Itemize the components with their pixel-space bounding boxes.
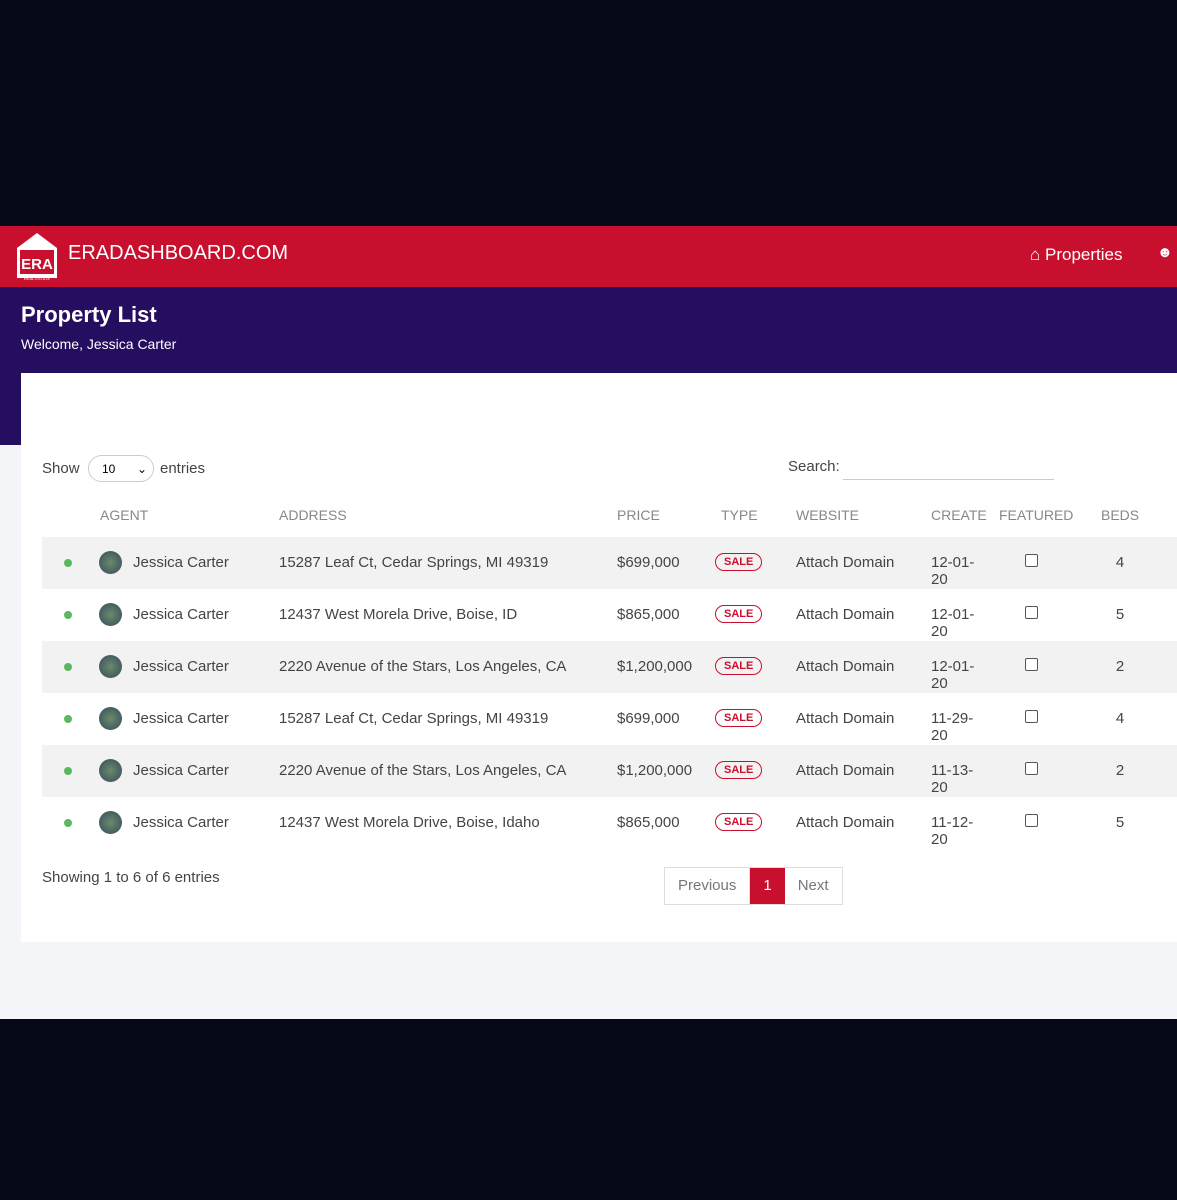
address-link[interactable]: 12437 West Morela Drive, Boise, ID	[279, 606, 518, 623]
row	[42, 745, 1177, 797]
agent-link[interactable]: Jessica Carter	[133, 554, 229, 571]
nav-text[interactable]: Properties	[1045, 245, 1123, 264]
table-info: Showing 1 to 6 of 6 entries	[42, 869, 220, 886]
type-badge: SALE	[715, 657, 763, 675]
nav-link[interactable]: ⌂ Properties	[1030, 245, 1123, 264]
beds: 4	[1115, 554, 1125, 571]
pagination: Previous 1 Next	[664, 867, 843, 905]
type-badge: SALE	[715, 709, 763, 727]
address-link[interactable]: 2220 Avenue of the Stars, Los Angeles, C…	[279, 658, 567, 675]
address-link[interactable]: 15287 Leaf Ct, Cedar Springs, MI 49319	[279, 554, 549, 571]
created: 12-01-20	[931, 554, 975, 588]
avatar	[99, 759, 122, 782]
status-dot	[64, 559, 72, 567]
page-button[interactable]: Previous	[665, 868, 751, 904]
status-dot	[64, 715, 72, 723]
beds: 5	[1115, 814, 1125, 831]
search-input[interactable]	[843, 479, 1054, 480]
created: 12-01-20	[931, 606, 975, 640]
page-title: Property List	[21, 302, 157, 327]
user-icon[interactable]: ☻	[1157, 244, 1173, 261]
price: $699,000	[617, 554, 680, 571]
beds: 2	[1115, 762, 1125, 779]
website-link[interactable]: Attach Domain	[796, 554, 895, 571]
website-link[interactable]: Attach Domain	[796, 658, 895, 675]
welcome: Welcome, Jessica Carter	[21, 336, 177, 352]
beds: 5	[1115, 606, 1125, 623]
column-header[interactable]: PRICE	[617, 507, 660, 523]
featured-checkbox[interactable]	[1025, 658, 1038, 671]
column-header[interactable]: BEDS	[1101, 507, 1140, 523]
beds: 2	[1115, 658, 1125, 675]
address-link[interactable]: 2220 Avenue of the Stars, Los Angeles, C…	[279, 762, 567, 779]
avatar	[99, 811, 122, 834]
created: 11-12-20	[931, 814, 974, 848]
page-button[interactable]: Next	[784, 868, 842, 904]
entries-label: entries	[160, 460, 206, 477]
website-link[interactable]: Attach Domain	[796, 606, 895, 623]
column-header[interactable]: TYPE	[721, 507, 758, 523]
status-dot	[64, 767, 72, 775]
featured-checkbox[interactable]	[1025, 710, 1038, 723]
page-button[interactable]: 1	[750, 868, 785, 904]
price: $1,200,000	[617, 658, 693, 675]
agent-link[interactable]: Jessica Carter	[133, 606, 229, 623]
row	[42, 537, 1177, 589]
type-badge: SALE	[715, 813, 763, 831]
logo: ERA REAL ESTATE	[17, 233, 57, 281]
price: $1,200,000	[617, 762, 693, 779]
type-badge: SALE	[715, 761, 763, 779]
column-header[interactable]: ADDRESS	[279, 507, 347, 523]
logo-text: ERA	[21, 256, 53, 273]
show-label: Show	[42, 460, 80, 477]
row	[42, 693, 1177, 745]
agent-link[interactable]: Jessica Carter	[133, 762, 229, 779]
status-dot	[64, 611, 72, 619]
logo-sub: REAL ESTATE	[24, 276, 51, 281]
price: $699,000	[617, 710, 680, 727]
avatar	[99, 603, 122, 626]
website-link[interactable]: Attach Domain	[796, 814, 895, 831]
beds: 4	[1115, 710, 1125, 727]
agent-link[interactable]: Jessica Carter	[133, 710, 229, 727]
status-dot	[64, 819, 72, 827]
page-size-select[interactable]: 10 ⌄	[88, 455, 154, 482]
column-header[interactable]: WEBSITE	[796, 507, 860, 523]
featured-checkbox[interactable]	[1025, 606, 1038, 619]
price: $865,000	[617, 814, 680, 831]
address-link[interactable]: 12437 West Morela Drive, Boise, Idaho	[279, 814, 540, 831]
website-link[interactable]: Attach Domain	[796, 762, 895, 779]
created: 12-01-20	[931, 658, 975, 692]
column-header[interactable]: AGENT	[100, 507, 149, 523]
column-header[interactable]: CREATE	[931, 507, 987, 523]
page-size[interactable]: 10	[102, 462, 116, 476]
type-badge: SALE	[715, 553, 763, 571]
column-header[interactable]: FEATURED	[999, 507, 1074, 523]
avatar	[99, 551, 122, 574]
avatar	[99, 655, 122, 678]
avatar	[99, 707, 122, 730]
row	[42, 641, 1177, 693]
type-badge: SALE	[715, 605, 763, 623]
status-dot	[64, 663, 72, 671]
featured-checkbox[interactable]	[1025, 554, 1038, 567]
address-link[interactable]: 15287 Leaf Ct, Cedar Springs, MI 49319	[279, 710, 549, 727]
featured-checkbox[interactable]	[1025, 814, 1038, 827]
row	[42, 797, 1177, 849]
created: 11-13-20	[931, 762, 974, 796]
website-link[interactable]: Attach Domain	[796, 710, 895, 727]
featured-checkbox[interactable]	[1025, 762, 1038, 775]
brand[interactable]: ERADASHBOARD.COM	[68, 242, 289, 264]
created: 11-29-20	[931, 710, 974, 744]
search-label: Search:	[788, 458, 840, 475]
price: $865,000	[617, 606, 680, 623]
row	[42, 589, 1177, 641]
navbar: ERA REAL ESTATE ERADASHBOARD.COM ⌂ Prope…	[0, 226, 1177, 287]
agent-link[interactable]: Jessica Carter	[133, 814, 229, 831]
agent-link[interactable]: Jessica Carter	[133, 658, 229, 675]
